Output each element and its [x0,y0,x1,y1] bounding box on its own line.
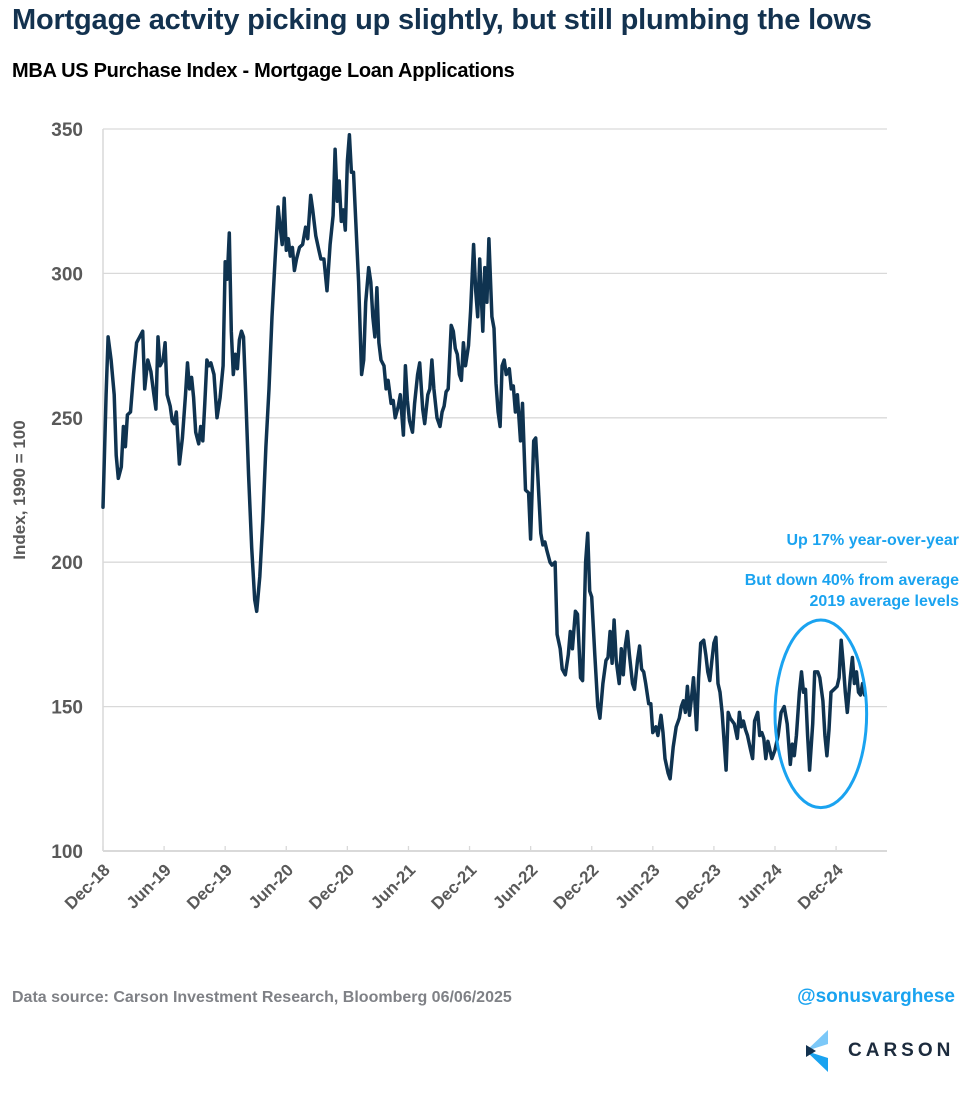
twitter-handle[interactable]: @sonusvarghese [797,986,955,1007]
series-line [101,133,867,781]
x-tick-label: Dec-23 [672,860,725,913]
carson-logo: CARSON [802,1028,962,1074]
x-tick-label: Jun-19 [123,860,175,912]
y-tick-label: 200 [51,553,83,574]
data-source: Data source: Carson Investment Research,… [12,989,512,1006]
x-tick-label: Dec-21 [428,860,481,913]
y-tick-label: 100 [51,842,83,863]
x-tick-label: Jun-22 [489,860,541,912]
chart-subtitle: MBA US Purchase Index - Mortgage Loan Ap… [12,60,515,82]
x-tick-label: Jun-21 [367,860,419,912]
x-tick-label: Dec-24 [794,860,847,913]
x-tick-label: Dec-20 [305,860,358,913]
highlight-ellipse [773,618,869,810]
annotation-levels: 2019 average levels [810,593,960,610]
carson-logo-icon [806,1030,828,1072]
x-axis-ticks: Dec-18 Jun-19 Dec-19 Jun-20 Dec-20 Jun-21 Dec-… [61,846,847,913]
x-tick-label: Jun-23 [611,860,663,912]
y-tick-label: 250 [51,409,83,430]
y-axis-ticks: 100 150 200 250 300 350 [51,120,83,863]
y-axis-label: Index, 1990 = 100 [10,420,29,559]
annotation-yoy: Up 17% year-over-year [786,532,959,549]
x-tick-label: Jun-20 [245,860,297,912]
y-tick-label: 300 [51,264,83,285]
x-tick-label: Jun-24 [734,860,787,913]
y-tick-label: 350 [51,120,83,141]
carson-logo-text: CARSON [848,1040,955,1061]
x-tick-label: Dec-19 [183,860,236,913]
chart-title: Mortgage actvity picking up slightly, bu… [12,4,872,36]
annotation-down: But down 40% from average [745,572,959,589]
y-tick-label: 150 [51,698,83,719]
x-tick-label: Dec-22 [550,860,603,913]
x-tick-label: Dec-18 [61,860,114,913]
